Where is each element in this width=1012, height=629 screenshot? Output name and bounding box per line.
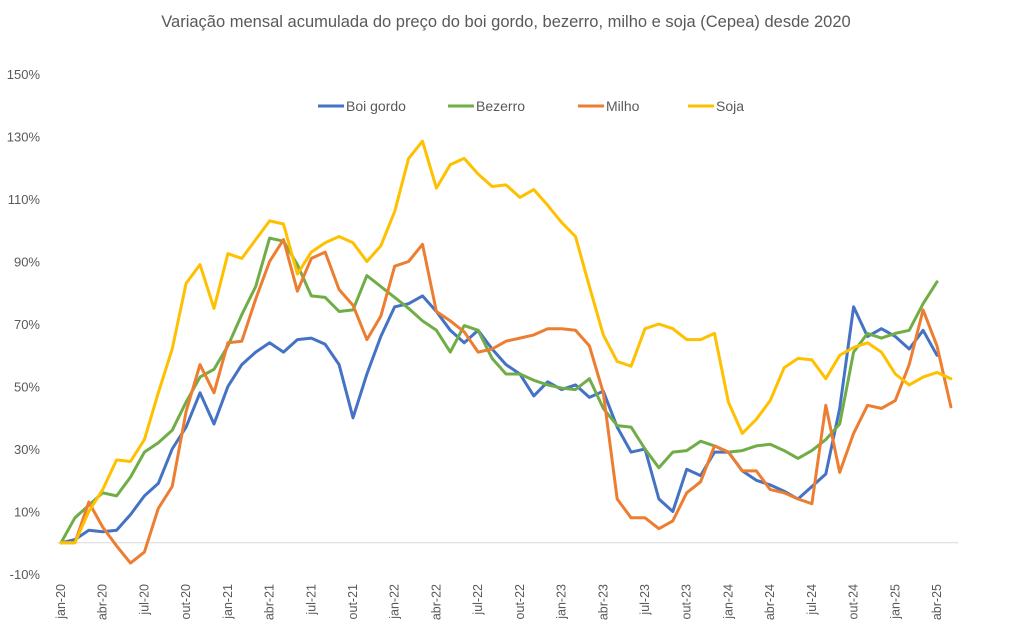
legend-item-milho: Milho — [578, 98, 640, 114]
x-tick-label: abr-20 — [96, 584, 110, 620]
legend-label-milho: Milho — [606, 98, 640, 114]
y-tick-label: 30% — [14, 442, 40, 457]
x-tick-label: out-23 — [680, 584, 694, 619]
x-tick-label: jan-21 — [221, 584, 235, 620]
x-tick-label: abr-21 — [263, 584, 277, 620]
legend: Boi gordo Bezerro Milho Soja — [318, 98, 744, 114]
x-tick-label: jul-24 — [805, 584, 819, 616]
x-axis: jan-20 abr-20 jul-20 out-20 jan-21 abr-21 jul-… — [54, 584, 944, 620]
legend-label-soja: Soja — [716, 98, 744, 114]
y-tick-label: 10% — [14, 505, 40, 520]
x-tick-label: jan-24 — [721, 584, 735, 620]
legend-label-bezerro: Bezerro — [476, 98, 525, 114]
x-tick-label: out-20 — [179, 584, 193, 619]
x-tick-label: jan-25 — [888, 584, 902, 620]
series-lines — [59, 139, 953, 565]
x-tick-label: jan-22 — [388, 584, 402, 620]
y-tick-label: 50% — [14, 380, 40, 395]
x-tick-label: jan-23 — [555, 584, 569, 620]
x-tick-label: abr-22 — [429, 584, 443, 620]
legend-item-bezerro: Bezerro — [448, 98, 525, 114]
x-tick-label: out-21 — [346, 584, 360, 619]
y-tick-label: 130% — [7, 130, 41, 145]
x-tick-label: jul-22 — [471, 584, 485, 616]
x-tick-label: jul-21 — [304, 584, 318, 616]
y-axis: -10% 10% 30% 50% 70% 90% 110% 130% 150% — [7, 67, 41, 582]
x-tick-label: jan-20 — [54, 584, 68, 620]
chart-title: Variação mensal acumulada do preço do bo… — [161, 13, 850, 31]
y-tick-label: -10% — [10, 567, 41, 582]
series-line-milho — [59, 238, 953, 565]
y-tick-label: 150% — [7, 67, 41, 82]
y-tick-label: 70% — [14, 317, 40, 332]
y-tick-label: 90% — [14, 255, 40, 270]
x-tick-label: out-24 — [847, 584, 861, 619]
x-tick-label: abr-24 — [763, 584, 777, 620]
x-tick-label: abr-23 — [596, 584, 610, 620]
x-tick-label: abr-25 — [930, 584, 944, 620]
legend-item-soja: Soja — [688, 98, 744, 114]
legend-label-boi-gordo: Boi gordo — [346, 98, 406, 114]
x-tick-label: jul-20 — [137, 584, 151, 616]
legend-item-boi-gordo: Boi gordo — [318, 98, 406, 114]
y-tick-label: 110% — [8, 192, 41, 207]
x-tick-label: out-22 — [513, 584, 527, 619]
series-line-boi-gordo — [59, 294, 939, 545]
x-tick-label: jul-23 — [638, 584, 652, 616]
series-line-bezerro — [59, 236, 939, 545]
series-line-soja — [59, 139, 953, 545]
